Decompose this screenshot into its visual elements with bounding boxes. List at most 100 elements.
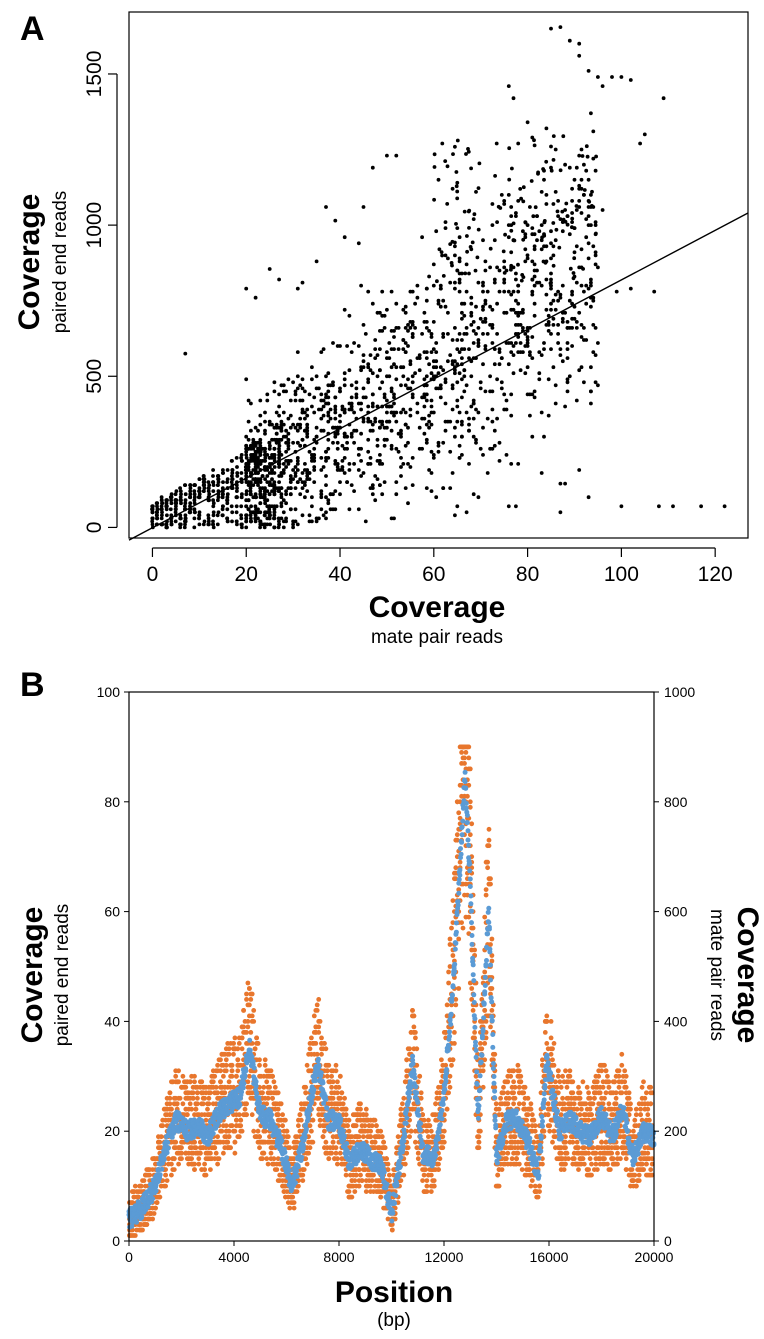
panel-a-point — [403, 383, 408, 388]
panel-b-point-paired-end — [449, 925, 454, 931]
panel-b-point-paired-end — [226, 1046, 232, 1052]
panel-a-point — [268, 522, 272, 527]
panel-a-point — [495, 220, 499, 225]
panel-a-point — [303, 495, 307, 500]
panel-a-point — [256, 459, 260, 463]
panel-a-point — [288, 425, 293, 430]
panel-b-point-paired-end — [531, 1139, 537, 1145]
panel-a-point — [293, 507, 298, 512]
panel-a-point — [239, 456, 244, 460]
panel-a-point — [537, 350, 542, 354]
panel-a-point — [511, 221, 516, 226]
panel-a-point — [460, 453, 464, 457]
panel-a-point — [593, 262, 598, 267]
panel-a-point — [363, 395, 368, 400]
panel-a-point — [385, 307, 389, 312]
panel-b-point-paired-end — [218, 1079, 223, 1085]
panel-a-point — [593, 326, 598, 330]
panel-b-point-paired-end — [440, 1134, 446, 1140]
panel-b-point-paired-end — [443, 1062, 449, 1068]
panel-b-point-paired-end — [550, 1046, 555, 1052]
panel-b-point-paired-end — [268, 1150, 274, 1156]
panel-a-point — [498, 206, 503, 210]
panel-a-point — [272, 425, 277, 430]
panel-b-point-paired-end — [157, 1194, 163, 1200]
panel-b-point-paired-end — [231, 1041, 236, 1046]
panel-a-point — [235, 522, 239, 527]
panel-a-point — [370, 428, 375, 433]
panel-a-point — [504, 341, 509, 345]
panel-b-point-paired-end — [228, 1145, 234, 1151]
panel-b-point-paired-end — [320, 1134, 326, 1140]
panel-a-point — [457, 332, 462, 336]
panel-a-point — [417, 446, 422, 451]
panel-a-point — [225, 495, 230, 500]
panel-a-point — [460, 419, 464, 424]
panel-a-point — [514, 277, 518, 282]
panel-a-point — [553, 401, 558, 406]
panel-b-point-paired-end — [488, 1024, 493, 1030]
panel-a-point — [211, 501, 216, 506]
panel-a-point — [584, 144, 589, 149]
panel-a-point — [492, 280, 497, 285]
panel-a-point — [408, 407, 413, 412]
panel-a-point — [169, 498, 174, 503]
panel-b-point-paired-end — [307, 1145, 313, 1151]
panel-a-point — [394, 480, 399, 484]
panel-a-point — [532, 262, 537, 267]
panel-a-point — [258, 492, 263, 497]
panel-a-point — [494, 141, 499, 146]
panel-a-point — [455, 338, 460, 342]
panel-b-point-paired-end — [444, 1106, 450, 1112]
panel-a-point — [492, 443, 497, 448]
panel-b-point-paired-end — [369, 1178, 375, 1183]
panel-a-point — [600, 84, 605, 88]
panel-a-point — [560, 316, 565, 321]
panel-b-point-paired-end — [382, 1145, 388, 1151]
panel-a-point — [326, 389, 331, 394]
panel-a-point — [258, 443, 263, 448]
panel-b-point-paired-end — [472, 1035, 477, 1041]
panel-a-point — [220, 495, 225, 500]
panel-a-point — [406, 462, 410, 466]
panel-a-point — [403, 486, 408, 490]
panel-a-point — [455, 347, 460, 351]
panel-a-point — [582, 162, 586, 167]
panel-b-point-paired-end — [195, 1090, 200, 1096]
panel-a-point — [335, 465, 340, 469]
panel-a-point — [277, 446, 281, 451]
panel-b-point-paired-end — [226, 1134, 232, 1140]
panel-b-point-paired-end — [385, 1161, 391, 1167]
panel-b-point-paired-end — [311, 1013, 317, 1019]
panel-b-point-paired-end — [378, 1194, 384, 1200]
panel-b-point-paired-end — [314, 1051, 320, 1057]
panel-a-point — [256, 483, 260, 487]
panel-a-point — [450, 407, 455, 412]
panel-a-x-tick-label: 0 — [147, 563, 159, 586]
panel-b-point-paired-end — [389, 1227, 395, 1233]
panel-b-point-paired-end — [589, 1161, 594, 1167]
panel-a-point — [345, 480, 349, 484]
panel-b-point-paired-end — [335, 1079, 340, 1085]
panel-a-point — [468, 245, 473, 249]
panel-a-point — [221, 504, 225, 509]
panel-a-x-tick-label: 100 — [604, 563, 639, 586]
panel-a-point — [424, 486, 429, 490]
panel-b-point-paired-end — [151, 1211, 157, 1216]
panel-a-point — [424, 350, 429, 354]
panel-a-point — [182, 525, 187, 530]
panel-b-point-paired-end — [290, 1194, 296, 1200]
panel-a-point — [589, 365, 593, 370]
panel-a-point — [584, 301, 589, 306]
panel-a-point — [303, 389, 307, 394]
panel-a-point — [253, 504, 258, 509]
panel-a-point — [378, 310, 382, 315]
panel-b-point-paired-end — [352, 1189, 358, 1194]
panel-a-point — [258, 453, 263, 457]
panel-a-point — [581, 267, 585, 271]
panel-a-point — [410, 320, 415, 324]
panel-a-point — [335, 440, 340, 445]
panel-a-point — [441, 298, 446, 303]
panel-a-point — [586, 495, 591, 500]
panel-b-point-paired-end — [469, 821, 475, 827]
